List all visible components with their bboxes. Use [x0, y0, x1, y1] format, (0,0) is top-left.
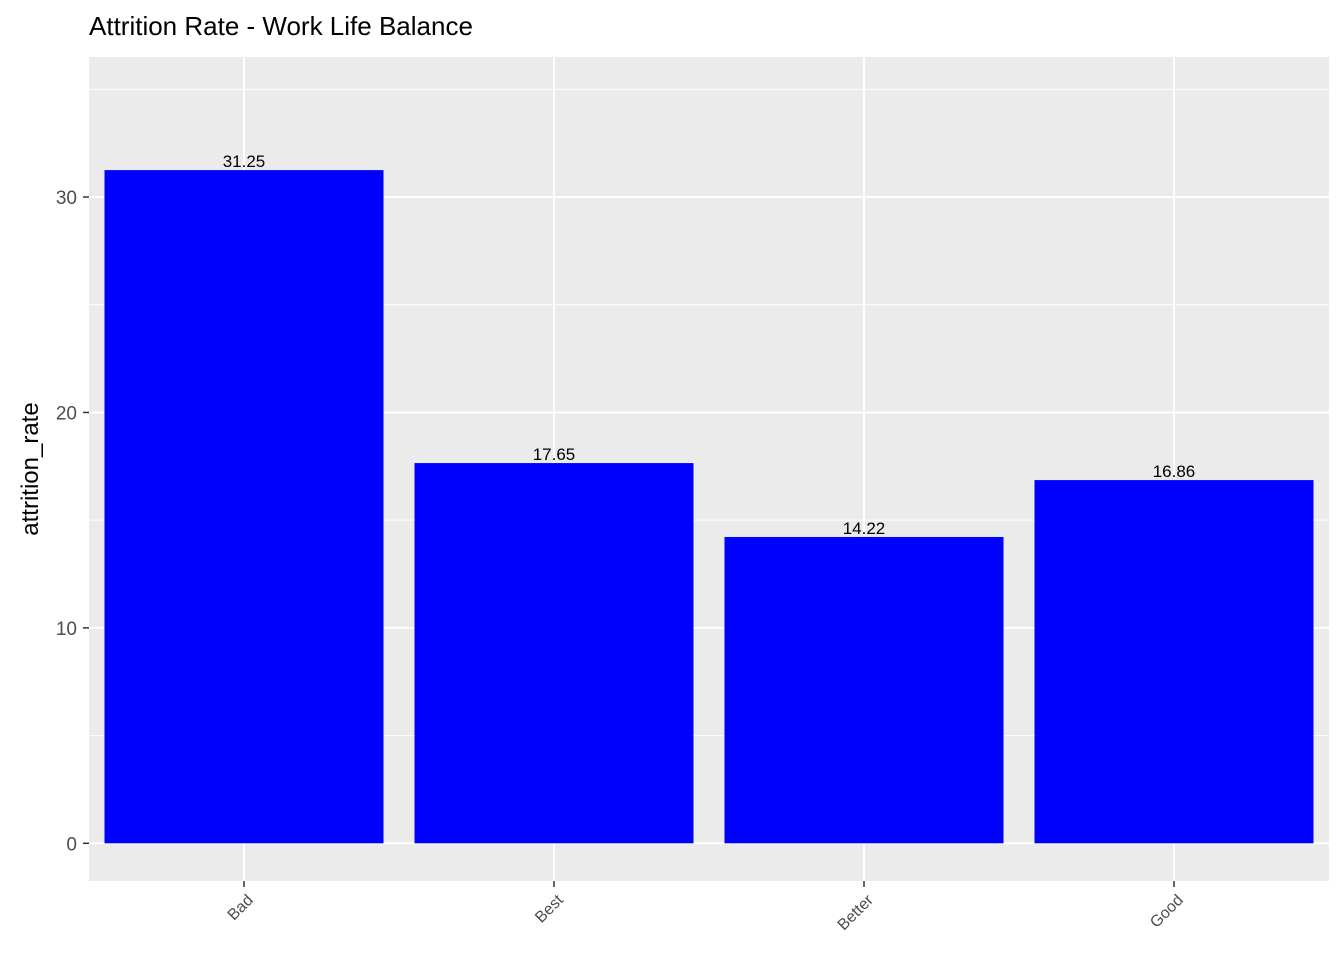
bar-good [1034, 480, 1314, 844]
x-tick-label: Best [532, 891, 567, 926]
data-label: 31.25 [223, 152, 266, 171]
bar-bad [104, 170, 384, 844]
y-tick-label: 20 [56, 403, 77, 424]
data-label: 17.65 [533, 445, 576, 464]
y-tick-label: 10 [56, 619, 77, 640]
y-axis: 0 10 20 30 [56, 188, 89, 855]
x-tick-label: Good [1147, 892, 1187, 932]
bar-better [724, 536, 1004, 844]
bars-group [104, 170, 1314, 844]
y-tick-label: 0 [66, 834, 77, 855]
data-label: 14.22 [843, 519, 886, 538]
chart-title: Attrition Rate - Work Life Balance [89, 11, 473, 41]
x-axis: Bad Best Better Good [225, 881, 1187, 934]
x-tick-label: Better [835, 891, 878, 934]
data-labels-group: 31.25 17.65 14.22 16.86 [223, 152, 1196, 538]
bar-best [414, 463, 694, 844]
y-axis-title: attrition_rate [17, 402, 44, 535]
y-tick-label: 30 [56, 188, 77, 209]
x-tick-label: Bad [225, 892, 257, 924]
data-label: 16.86 [1153, 462, 1196, 481]
